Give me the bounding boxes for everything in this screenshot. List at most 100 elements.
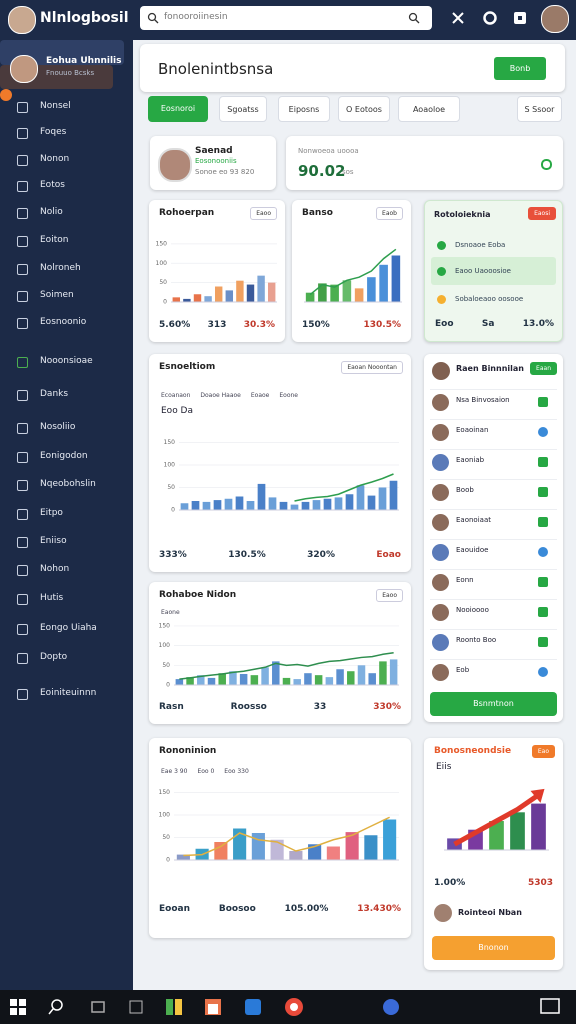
menu-icon[interactable] — [17, 181, 28, 192]
menu-item[interactable]: Nolio — [40, 207, 63, 217]
bar — [239, 673, 248, 685]
tab[interactable]: S Ssoor — [517, 96, 562, 122]
menu-icon[interactable] — [17, 594, 28, 605]
tab[interactable]: Eosnoroi — [148, 96, 208, 122]
chart-button[interactable]: Eaob — [376, 207, 403, 220]
menu-item[interactable]: Nqeobohslin — [40, 479, 96, 489]
bar — [389, 659, 398, 685]
list-divider — [430, 389, 557, 390]
menu-item[interactable]: Eotos — [40, 180, 65, 190]
menu-icon[interactable] — [17, 102, 28, 113]
menu-item[interactable]: Nonon — [40, 154, 70, 164]
list-footer-button[interactable]: Bsnmtnon — [430, 692, 557, 716]
list-item[interactable]: Eoaoinan — [456, 426, 489, 434]
app-icon[interactable] — [128, 999, 144, 1015]
menu-item[interactable]: Eoiton — [40, 235, 69, 245]
chart-button[interactable]: Eaoan Nooontan — [341, 361, 403, 374]
tab[interactable]: Sgoatss — [219, 96, 267, 122]
list-item[interactable]: Eob — [456, 666, 470, 674]
menu-icon[interactable] — [17, 208, 28, 219]
chart-button[interactable]: Eao — [531, 745, 555, 758]
list-item[interactable]: Boob — [456, 486, 474, 494]
menu-item[interactable]: Soimen — [40, 290, 74, 300]
menu-item[interactable]: Hutis — [40, 593, 64, 603]
browser-icon[interactable] — [283, 996, 305, 1018]
menu-icon[interactable] — [17, 390, 28, 401]
menu-item[interactable]: Nolroneh — [40, 263, 81, 273]
insights-badge[interactable]: Eaosi — [528, 207, 556, 220]
menu-icon[interactable] — [17, 509, 28, 520]
taskview-icon[interactable] — [90, 999, 106, 1015]
menu-icon[interactable] — [17, 318, 28, 329]
menu-icon[interactable] — [17, 565, 28, 576]
menu-item[interactable]: Danks — [40, 389, 69, 399]
menu-icon[interactable] — [17, 291, 28, 302]
window-icon[interactable] — [512, 10, 528, 26]
chart-button[interactable]: Eaoo — [250, 207, 277, 220]
menu-icon[interactable] — [17, 452, 28, 463]
legend-label: Eoaoe — [250, 392, 270, 399]
app-icon[interactable] — [204, 998, 222, 1016]
chart-button[interactable]: Eaoo — [376, 589, 403, 602]
legend-item: Eoone — [279, 392, 298, 399]
list-divider — [430, 539, 557, 540]
menu-item[interactable]: Nohon — [40, 564, 70, 574]
menu-item[interactable]: Eniiso — [40, 536, 67, 546]
page-title: Bnolenintbsnsa — [158, 60, 274, 78]
app-icon[interactable] — [244, 998, 262, 1016]
menu-item[interactable]: Eonigodon — [40, 451, 88, 461]
tab[interactable]: O Eotoos — [338, 96, 390, 122]
bar — [197, 675, 205, 685]
app-icon[interactable] — [382, 998, 400, 1016]
menu-icon[interactable] — [17, 236, 28, 247]
menu-icon[interactable] — [17, 264, 28, 275]
menu-item[interactable]: Dopto — [40, 652, 68, 662]
menu-icon[interactable] — [17, 653, 28, 664]
tab[interactable]: Eiposns — [278, 96, 330, 122]
app-icon[interactable] — [165, 998, 183, 1016]
list-item[interactable]: Eonn — [456, 576, 474, 584]
list-item-status — [538, 397, 548, 407]
list-divider — [430, 509, 557, 510]
list-item[interactable]: Eaonoiaat — [456, 516, 491, 524]
start-button[interactable] — [10, 999, 26, 1015]
menu-item[interactable]: Eoiniteuinnn — [40, 688, 97, 698]
chart-title: Rohaboe Nidon — [159, 590, 237, 600]
list-item[interactable]: Nooioooo — [456, 606, 489, 614]
list-item[interactable]: Eaouidoe — [456, 546, 489, 554]
menu-item[interactable]: Eosnoonio — [40, 317, 87, 327]
tab[interactable]: Aoaoloe — [398, 96, 460, 122]
list-item[interactable]: Eaoniab — [456, 456, 485, 464]
menu-item[interactable]: Foqes — [40, 127, 67, 137]
search-box[interactable]: fonooroiinesin — [140, 6, 432, 30]
cta-button[interactable]: Bnonon — [432, 936, 555, 960]
menu-item[interactable]: Nonsel — [40, 101, 71, 111]
menu-icon[interactable] — [17, 155, 28, 166]
user-avatar[interactable] — [541, 5, 569, 33]
list-button[interactable]: Eaan — [530, 362, 557, 375]
chart-title: Esnoeltiom — [159, 362, 216, 372]
menu-icon[interactable] — [17, 128, 28, 139]
menu-item[interactable]: Nosoliio — [40, 422, 76, 432]
menu-item[interactable]: Eongo Uiaha — [40, 623, 97, 633]
logo-avatar[interactable] — [8, 6, 36, 34]
list-item[interactable]: Roonto Boo — [456, 636, 497, 644]
menu-icon[interactable] — [17, 423, 28, 434]
chart-plot: 0 50 100 150 — [159, 789, 399, 864]
tools-icon[interactable] — [451, 11, 465, 25]
menu-icon[interactable] — [17, 537, 28, 548]
notification-icon[interactable] — [540, 998, 560, 1016]
search-taskbar[interactable] — [48, 999, 64, 1015]
menu-icon[interactable] — [17, 689, 28, 700]
menu-item[interactable]: Nooonsioae — [40, 356, 93, 366]
footer-value: Eooan — [159, 904, 190, 914]
list-item[interactable]: Nsa Binvosaion — [456, 396, 510, 404]
menu-icon[interactable] — [17, 480, 28, 491]
menu-icon[interactable] — [17, 624, 28, 635]
settings-icon[interactable] — [482, 10, 498, 26]
menu-icon[interactable] — [17, 357, 28, 368]
header-button[interactable]: Bonb — [494, 57, 546, 80]
search-icon[interactable] — [408, 12, 420, 24]
footer-value: 150% — [302, 320, 330, 330]
menu-item[interactable]: Eitpo — [40, 508, 63, 518]
